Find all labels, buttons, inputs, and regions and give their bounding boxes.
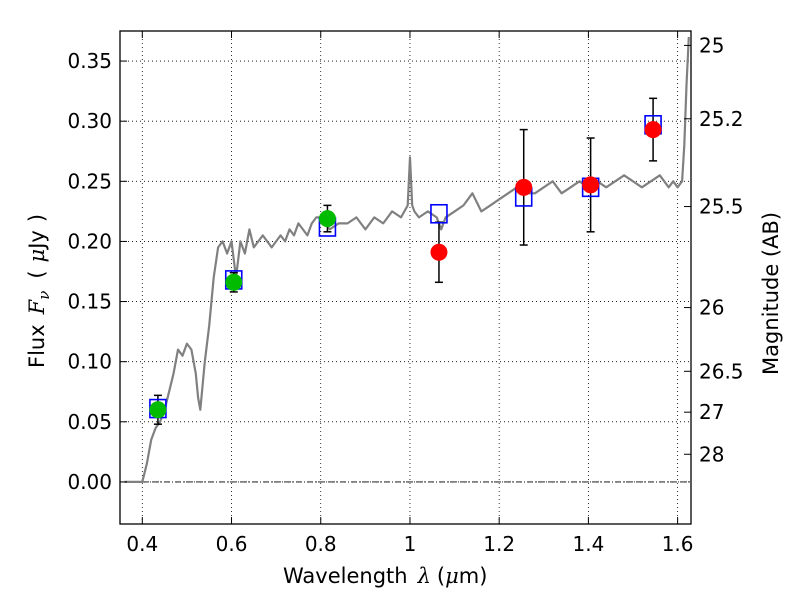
y-axis-ticks: 0.00 0.05 0.10 0.15 0.20 0.25 0.30 0.35	[67, 49, 127, 494]
y2-tick-label: 26	[699, 296, 724, 320]
observed-point	[430, 243, 448, 261]
y2-axis-title: Magnitude (AB)	[759, 212, 783, 375]
y2-tick-label: 27	[699, 400, 724, 424]
y2-tick-label: 26.5	[699, 359, 744, 383]
x-tick-label: 1.6	[662, 532, 694, 556]
model-photometry-square	[430, 203, 448, 224]
y-tick-label: 0.10	[67, 350, 112, 374]
x-tick-label: 0.6	[216, 532, 248, 556]
observed-point	[644, 121, 662, 139]
observed-point	[515, 178, 533, 196]
y-tick-label: 0.35	[67, 49, 112, 73]
observed-point	[582, 176, 600, 194]
y2-tick-label: 28	[699, 442, 724, 466]
plot-area	[120, 31, 691, 524]
x-tick-label: 1.4	[572, 532, 604, 556]
x-axis-ticks: 0.4 0.6 0.8 1 1.2 1.4 1.6	[126, 31, 694, 556]
y2-tick-label: 25	[699, 33, 724, 57]
y-axis-title: FluxFν(μJy)	[25, 214, 53, 368]
x-tick-label: 0.8	[305, 532, 337, 556]
x-axis-title: Wavelength λ (μm)	[283, 564, 487, 588]
observed-points	[149, 121, 662, 419]
plot-border	[119, 30, 692, 525]
observed-point	[149, 401, 167, 419]
y-tick-label: 0.00	[67, 470, 112, 494]
y-tick-label: 0.15	[67, 290, 112, 314]
y2-tick-label: 25.5	[699, 195, 744, 219]
y-tick-label: 0.20	[67, 229, 112, 253]
observed-point	[225, 273, 243, 291]
y-tick-label: 0.05	[67, 410, 112, 434]
x-tick-label: 0.4	[126, 532, 158, 556]
observed-point	[318, 210, 336, 228]
y-tick-label: 0.25	[67, 169, 112, 193]
x-tick-label: 1	[404, 532, 417, 556]
y2-tick-label: 25.2	[699, 107, 744, 131]
y2-axis-ticks: 25 25.2 25.5 26 26.5 27 28	[684, 33, 744, 466]
y-tick-label: 0.30	[67, 109, 112, 133]
x-tick-label: 1.2	[483, 532, 515, 556]
